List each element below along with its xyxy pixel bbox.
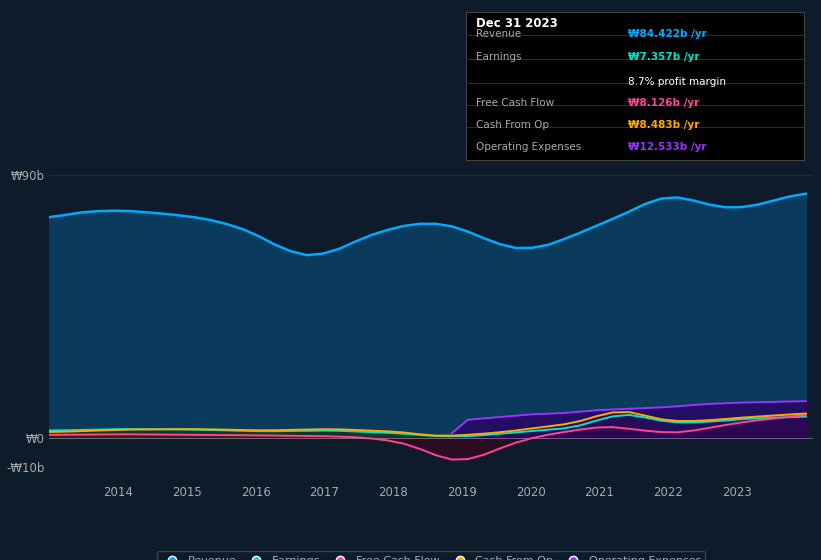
Legend: Revenue, Earnings, Free Cash Flow, Cash From Op, Operating Expenses: Revenue, Earnings, Free Cash Flow, Cash … — [157, 551, 705, 560]
Text: ₩12.533b /yr: ₩12.533b /yr — [628, 142, 707, 152]
Text: Operating Expenses: Operating Expenses — [476, 142, 581, 152]
Text: Free Cash Flow: Free Cash Flow — [476, 98, 554, 108]
Text: ₩84.422b /yr: ₩84.422b /yr — [628, 29, 707, 39]
Text: ₩7.357b /yr: ₩7.357b /yr — [628, 53, 699, 62]
Text: ₩8.126b /yr: ₩8.126b /yr — [628, 98, 699, 108]
Text: 8.7% profit margin: 8.7% profit margin — [628, 77, 727, 87]
Text: Revenue: Revenue — [476, 29, 521, 39]
Text: Dec 31 2023: Dec 31 2023 — [476, 17, 558, 30]
Text: Earnings: Earnings — [476, 53, 521, 62]
Text: Cash From Op: Cash From Op — [476, 120, 549, 130]
Text: ₩8.483b /yr: ₩8.483b /yr — [628, 120, 699, 130]
